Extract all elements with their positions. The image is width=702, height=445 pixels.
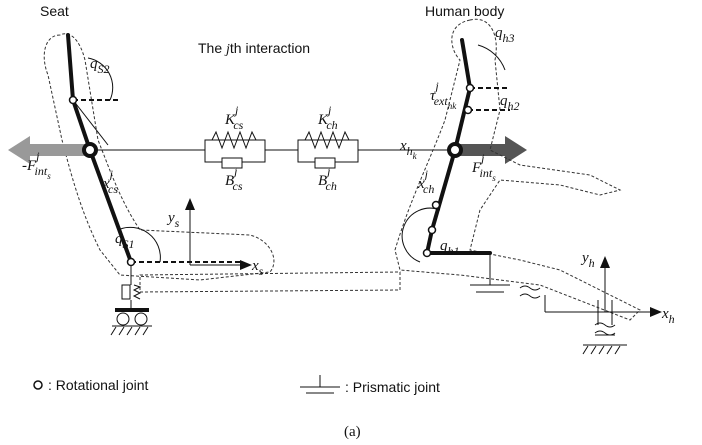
symbol: qS1: [115, 231, 135, 251]
symbol-subsub: s: [47, 171, 51, 181]
legend-prismatic-icon: [300, 375, 340, 393]
symbol: yh: [580, 250, 595, 270]
symbol-sub: ch: [326, 118, 337, 132]
symbol-sub: h2: [508, 99, 520, 113]
legend-prismatic: : Prismatic joint: [345, 379, 440, 395]
wheel: [117, 313, 129, 325]
symbol-sub: S2: [98, 62, 110, 76]
symbol-sub: S1: [123, 237, 135, 251]
force-arrow: [8, 136, 90, 164]
symbol-sub: ch: [326, 179, 337, 193]
symbol-sub: h1: [448, 244, 460, 258]
symbol-subsub: k: [413, 151, 418, 161]
symbol-subsub: s: [492, 173, 496, 183]
human-title: Human body: [425, 3, 504, 19]
symbol: qh3: [495, 25, 515, 45]
legend-rotational-icon: [34, 381, 42, 389]
symbol: qS2: [90, 56, 110, 76]
interaction-title: The jth interaction: [198, 40, 310, 57]
seat-cushion: [140, 272, 400, 292]
wheel: [135, 313, 147, 325]
diagram: Seat Human body The jth interaction: [0, 0, 702, 445]
contact-point: [84, 144, 96, 156]
legend-rotational: : Rotational joint: [48, 377, 149, 393]
angle-arc: [478, 45, 505, 70]
seat-link: [73, 100, 108, 145]
symbol-base: y: [166, 210, 175, 226]
symbol-sub: ch: [423, 182, 434, 196]
symbol: xs: [251, 258, 264, 278]
symbol-sub: cs: [233, 179, 243, 193]
ground: [583, 345, 627, 354]
symbol-base: y: [580, 250, 589, 266]
symbol-sub: int: [480, 166, 493, 180]
contact-point: [449, 144, 461, 156]
symbol: ys: [166, 210, 180, 230]
symbol-sub: h3: [503, 31, 515, 45]
text: The: [198, 40, 226, 56]
spring: [134, 285, 140, 299]
symbol-sub: cs: [108, 182, 118, 196]
seat-title: Seat: [40, 3, 69, 19]
body-outline: [395, 19, 640, 320]
arrow-head: [600, 256, 662, 317]
caption: (a): [344, 424, 361, 440]
text: th interaction: [230, 40, 310, 56]
symbol: xh: [661, 306, 675, 326]
symbol-sub: int: [35, 164, 48, 178]
damper: [122, 285, 130, 299]
hatch: [111, 327, 148, 335]
symbol-sub: s: [259, 264, 264, 278]
symbol-sub: h: [669, 312, 675, 326]
symbol-sub: h: [589, 256, 595, 270]
symbol-subsub: hk: [448, 101, 458, 111]
symbol-sub: ext: [434, 94, 449, 108]
wave: [520, 286, 615, 335]
symbol-sub: s: [175, 216, 180, 230]
prismatic: [470, 285, 510, 292]
seat-frame: [190, 205, 245, 265]
platform: [115, 308, 149, 312]
slider: [545, 295, 605, 312]
symbol-sub: cs: [233, 118, 243, 132]
